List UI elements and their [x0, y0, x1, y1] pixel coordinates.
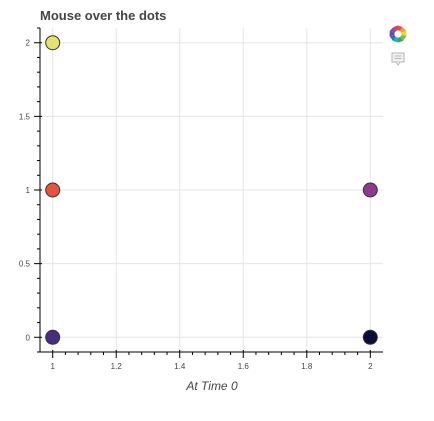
data-points[interactable] — [45, 35, 378, 345]
y-tick-label: 1.5 — [19, 112, 31, 121]
y-tick-label: 0 — [26, 333, 31, 342]
data-point[interactable] — [45, 182, 61, 198]
grid — [40, 28, 383, 352]
y-axis-ticks: 0 0.5 1 1.5 2 — [19, 27, 42, 353]
x-axis-ticks: 1 1.2 1.4 1.6 1.8 2 — [50, 350, 373, 371]
x-tick-label: 1.2 — [111, 362, 123, 371]
x-axis-label: At Time 0 — [185, 379, 238, 393]
y-tick-label: 1 — [26, 186, 31, 195]
y-tick-label: 0.5 — [19, 260, 31, 269]
x-tick-label: 1 — [50, 362, 55, 371]
data-point[interactable] — [362, 182, 378, 198]
data-point[interactable] — [45, 35, 61, 51]
x-tick-label: 1.4 — [174, 362, 186, 371]
hover-tool-icon[interactable] — [388, 50, 408, 70]
x-tick-label: 2 — [368, 362, 373, 371]
data-point[interactable] — [362, 329, 378, 345]
toolbar — [388, 24, 410, 76]
chart-title: Mouse over the dots — [40, 8, 167, 23]
y-tick-label: 2 — [26, 39, 31, 48]
bokeh-logo-icon[interactable] — [388, 24, 408, 44]
data-point[interactable] — [45, 329, 61, 345]
x-tick-label: 1.8 — [301, 362, 313, 371]
x-tick-label: 1.6 — [238, 362, 250, 371]
